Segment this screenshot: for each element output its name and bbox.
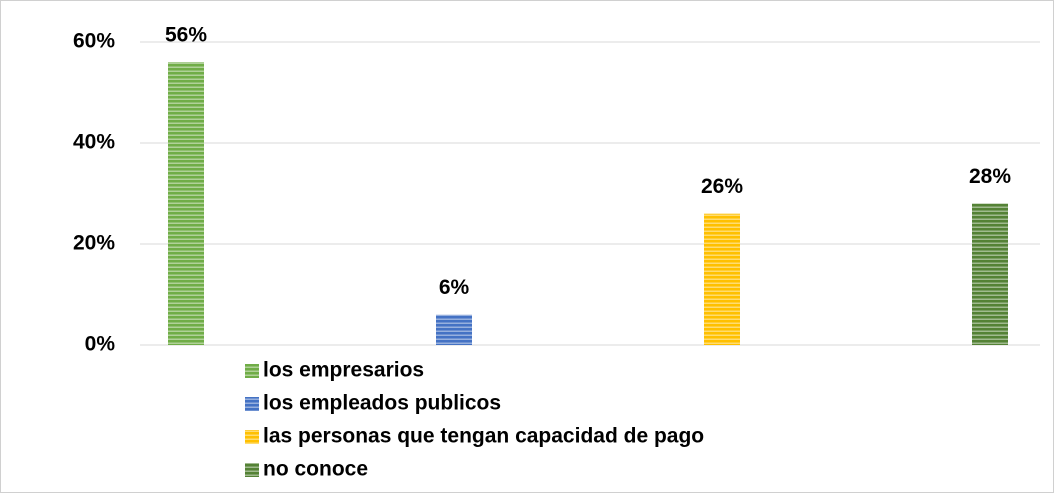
legend-swatch: [245, 397, 259, 411]
legend-label: las personas que tengan capacidad de pag…: [263, 425, 704, 448]
y-tick-label: 60%: [73, 30, 115, 53]
y-tick-label: 0%: [85, 333, 116, 356]
data-label: 26%: [701, 175, 743, 198]
legend-swatch: [245, 463, 259, 477]
legend-label: no conoce: [263, 458, 368, 481]
bar: [972, 203, 1008, 345]
bar: [168, 62, 204, 345]
y-tick-label: 20%: [73, 232, 115, 255]
legend-swatch: [245, 364, 259, 378]
legend-swatch: [245, 430, 259, 444]
legend-label: los empresarios: [263, 359, 424, 382]
bar: [704, 213, 740, 345]
bar: [436, 314, 472, 345]
data-label: 28%: [969, 165, 1011, 188]
y-tick-label: 40%: [73, 131, 115, 154]
data-label: 56%: [165, 24, 207, 47]
data-label: 6%: [439, 276, 470, 299]
legend-label: los empleados publicos: [263, 392, 501, 415]
